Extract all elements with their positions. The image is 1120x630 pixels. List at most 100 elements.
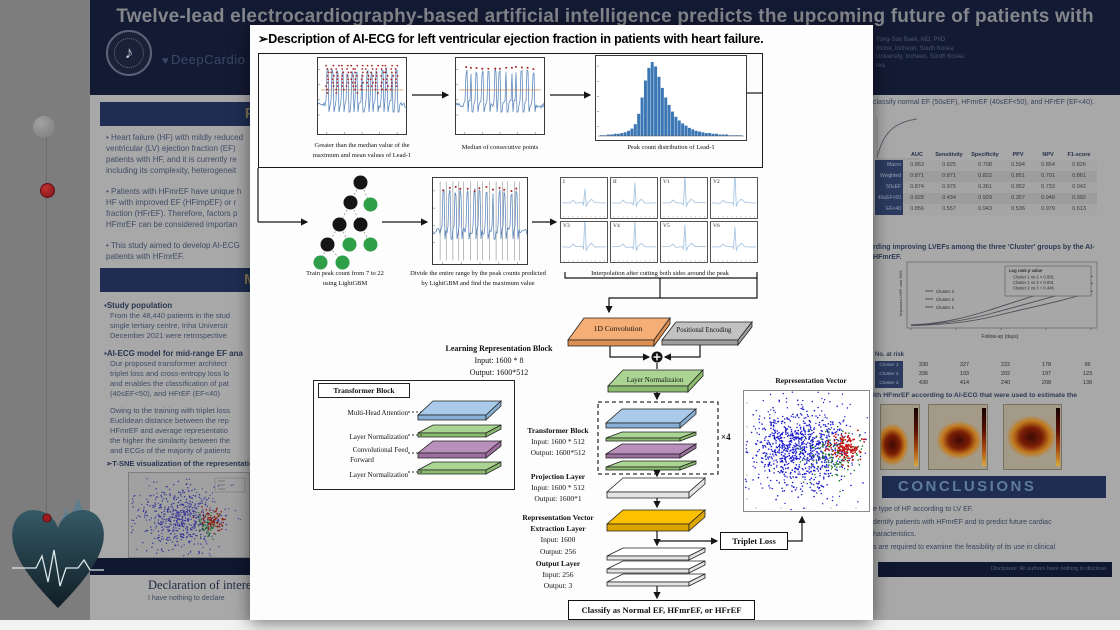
purpose-bullet-1-line-3: including its complexity, heterogeneit [106, 166, 237, 175]
methods-para-3-line-3: the higher the similarity between the [110, 436, 231, 445]
metrics-cell: 0.822 [978, 173, 992, 179]
caption-tree-line-0: Train peak count from 7 to 22 [306, 270, 384, 277]
purpose-bullet-2-line-3: HFmrEF can be considered importan [106, 220, 238, 229]
repvec-extract-text-line-1: Extraction Layer [530, 524, 586, 534]
metrics-cell: 0.871 [910, 173, 924, 179]
heart-ecg-decoration [12, 498, 104, 608]
methods-para-2-line-1: triplet loss and cross-entropy loss lo [110, 369, 230, 378]
metrics-cell: 0.392 [1072, 195, 1086, 201]
svg-text:Cluster 2: Cluster 2 [936, 297, 955, 302]
output-layer-text-line-0: Output Layer [535, 559, 581, 568]
caption-tree: Train peak count from 7 to 22 using Light… [280, 269, 410, 289]
heatmap-1 [880, 404, 920, 470]
conclusions-text-line-0: e type of HF according to LV EF. [873, 506, 974, 513]
purpose-bullet-1-line-0: • Heart failure (HF) with mildly reduced [106, 133, 244, 142]
metrics-header-cell [875, 150, 903, 160]
risk-cell: 123 [1082, 371, 1093, 377]
methods-para-2-line-0: Our proposed transformer architect [110, 359, 227, 368]
lead-panel-V4: V4 [610, 220, 658, 263]
risk-row: Cluster 3 430 414 240 208 138 [875, 379, 1110, 388]
metrics-row: 50≤EF 0.874 0.975 0.361 0.952 0.733 0.942 [875, 182, 1097, 193]
risk-row-label: Cluster 2 [875, 370, 903, 379]
metrics-cell: 0.929 [978, 195, 992, 201]
risk-cell: 197 [1041, 371, 1052, 377]
purpose-bullet-2-line-1: HF with improved EF (HFimpEF) or r [106, 198, 237, 207]
learning-block-text-line-2: Output: 1600*512 [469, 368, 529, 377]
metrics-row-label: Weighted [875, 171, 903, 182]
metrics-cell: 0.536 [1011, 206, 1025, 212]
metrics-cell: 0.871 [942, 173, 956, 179]
layer-label-mha: Multi-Head Attention [347, 409, 408, 417]
projection-text-line-1: Input: 1600 * 512 [531, 483, 585, 493]
metrics-cell: 0.948 [1041, 195, 1055, 201]
methods-para-2-line-2: and enables the classification of pat [110, 379, 229, 388]
purpose-bullet-3-line-0: • This study aimed to develop AI-ECG [106, 241, 240, 250]
risk-cell: 430 [918, 380, 929, 386]
projection-text: Projection Layer Input: 1600 * 512 Output:… [516, 471, 600, 505]
learning-block-text: Learning Representation Block Input: 1600… [434, 343, 564, 379]
metrics-header-cell: AUC [911, 152, 923, 158]
methods-para-3-line-1: Euclidean distance between the rep [110, 416, 229, 425]
methods-para-2: Our proposed transformer architect triple… [104, 359, 334, 399]
figure-overlay[interactable]: ➢Description of AI-ECG for left ventricu… [250, 25, 873, 620]
conclusions-section-header: CONCLUSIONS [882, 476, 1106, 498]
times4-label: ×4 [721, 432, 731, 442]
caption-panel1-line-0: Greater than the median value of the [314, 142, 410, 149]
risk-row: Cluster 1 330 327 222 178 96 [875, 361, 1110, 370]
purpose-bullet-2-line-0: • Patients with HFmrEF have unique h [106, 187, 242, 196]
metrics-cell: 0.851 [1011, 173, 1025, 179]
svg-text:Cluster 2 vs 3 = 0.446: Cluster 2 vs 3 = 0.446 [1013, 286, 1055, 291]
cluster-heading: rding improving LVEFs among the three 'C… [873, 243, 1111, 263]
methods-para-2-line-3: (40≤EF<50), and HFrEF (EF<40) [110, 389, 220, 398]
methods-para-1: From the 48,440 patients in the stud sing… [104, 311, 334, 341]
layer-label-ln2: Layer Normalization [349, 471, 408, 479]
methods-subhead-1: ▪Study population [104, 301, 173, 310]
risk-cell: 222 [1000, 362, 1011, 368]
purpose-bullet-1: • Heart failure (HF) with mildly reduced… [106, 132, 336, 176]
representation-vector-title: Representation Vector [775, 376, 847, 385]
transformer-io-text-line-0: Transformer Block [527, 426, 589, 435]
methods-para-1-line-0: From the 48,440 patients in the stud [110, 311, 231, 320]
metrics-cell: 0.854 [1041, 162, 1055, 168]
risk-cell: 193 [959, 371, 970, 377]
metrics-row: EF<40 0.856 0.557 0.943 0.536 0.979 0.613 [875, 204, 1097, 215]
metrics-row: Macro 0.863 0.825 0.798 0.594 0.854 0.826 [875, 160, 1097, 171]
purpose-bullet-3-line-1: patients with HFmrEF. [106, 252, 185, 261]
caption-tree-line-1: using LightGBM [322, 280, 368, 287]
metrics-header-cell: NPV [1042, 152, 1054, 158]
cluster-heading-line-1: HFmrEF. [873, 254, 902, 261]
risk-cell: 336 [918, 371, 929, 377]
metrics-cell: 0.733 [1041, 184, 1055, 190]
risk-row-label: Cluster 1 [875, 361, 903, 370]
purpose-bullet-1-line-1: ventricular (LV) ejection fraction (EF) [106, 144, 236, 153]
risk-cell: 414 [959, 380, 970, 386]
author-block: Yong-Soo Baek, MD, PhD dicine, Incheon, S… [876, 36, 1112, 70]
metrics-cell: 0.798 [978, 162, 992, 168]
metrics-table: AUC Sensitivity Specificity PPV NPV F1-score M… [875, 150, 1097, 215]
figure-heading: ➢Description of AI-ECG for left ventricu… [258, 32, 764, 46]
lead-label: V4 [613, 223, 620, 229]
metrics-cell: 0.613 [1072, 206, 1086, 212]
metrics-cell: 0.863 [910, 162, 924, 168]
metrics-cell: 0.861 [1072, 173, 1086, 179]
metrics-cell: 0.942 [1072, 184, 1086, 190]
metrics-cell: 0.557 [942, 206, 956, 212]
repvec-extract-text: Representation Vector Extraction Layer Inp… [512, 512, 604, 557]
lead-panel-V6: V6 [710, 221, 758, 263]
risk-row: Cluster 2 336 193 202 197 123 [875, 370, 1110, 379]
lightgbm-tree [313, 175, 378, 270]
lead-panel-V2: V2 [710, 169, 758, 219]
metrics-cell: 0.701 [1041, 173, 1055, 179]
metrics-row-label: 40≤EF<50 [875, 193, 903, 204]
metrics-row: Weighted 0.871 0.871 0.822 0.851 0.701 0.861 [875, 171, 1097, 182]
metrics-row-label: EF<40 [875, 204, 903, 215]
metrics-header-cell: PPV [1012, 152, 1024, 158]
lead-label: V2 [713, 179, 720, 185]
metrics-cell: 0.357 [1011, 195, 1025, 201]
tsne-plot [128, 472, 250, 558]
caption-divide: Divide the entire range by the peak coun… [393, 269, 563, 289]
risk-table: Cluster 1 330 327 222 178 96 Cluster 2 336 193 20… [875, 361, 1110, 388]
triplet-loss-box: Triplet Loss [720, 532, 788, 550]
ecg-trace-icon [12, 549, 104, 587]
